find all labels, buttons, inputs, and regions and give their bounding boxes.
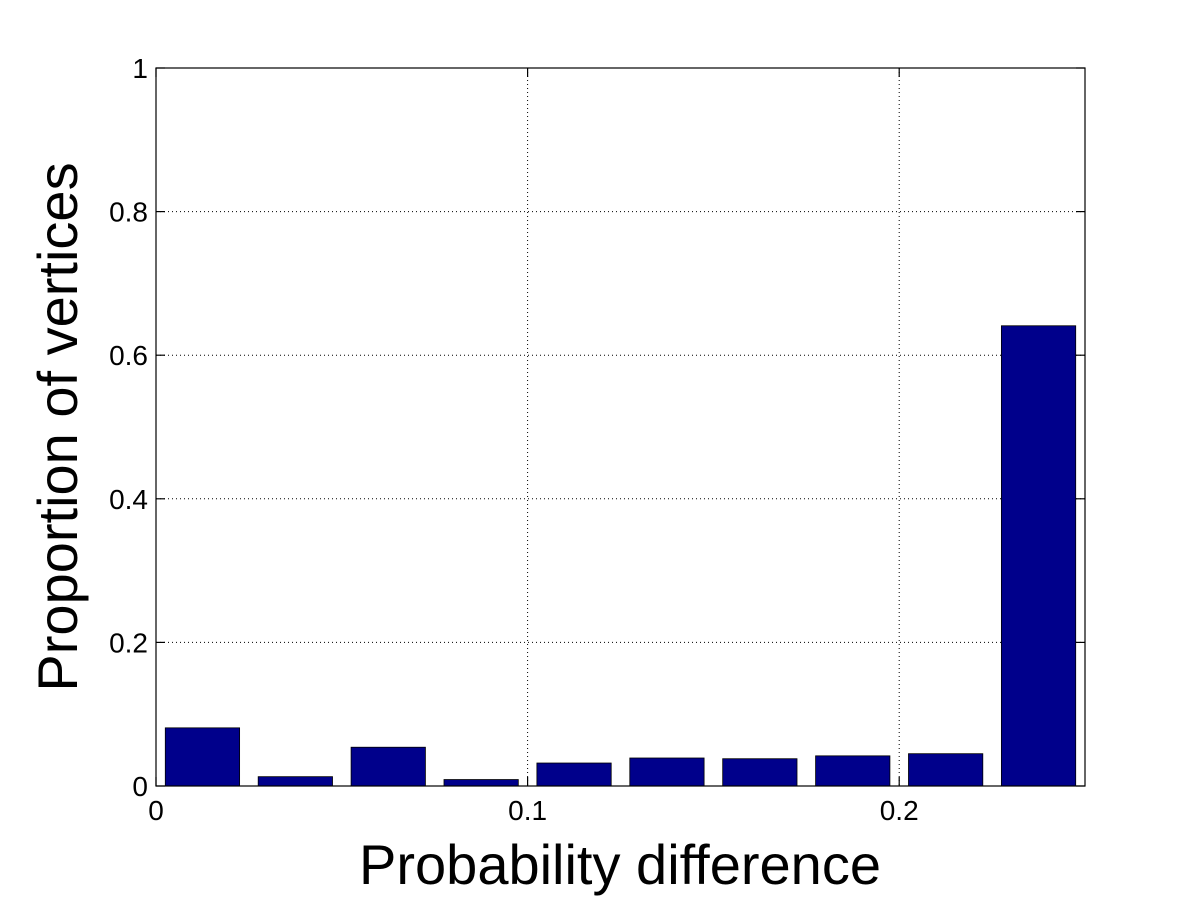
y-tick-label: 0 [132,771,148,802]
x-tick-label: 0.2 [880,795,919,826]
x-tick-label: 0.1 [508,795,547,826]
axis-ticks: 0 0.2 0.4 0.6 0.8 1 0 0.1 0.2 [109,53,1085,826]
bar [1000,325,1077,787]
x-tick-label: 0 [148,795,164,826]
y-tick-label: 0.2 [109,627,148,658]
y-axis-label: Proportion of vertices [26,162,89,691]
bars [164,325,1077,787]
bar [164,727,241,787]
x-axis-label: Probability difference [359,833,881,896]
bar [257,776,333,787]
y-tick-label: 0.6 [109,340,148,371]
bar [629,757,705,787]
y-tick-label: 0.8 [109,197,148,228]
bar [536,762,612,787]
bar [815,755,891,787]
y-tick-label: 1 [132,53,148,84]
y-tick-label: 0.4 [109,484,148,515]
bar [350,746,426,787]
bar [443,779,519,787]
grid-lines [156,68,1085,786]
plot-frame [155,67,1086,787]
bar [908,753,984,787]
bar [722,758,798,787]
